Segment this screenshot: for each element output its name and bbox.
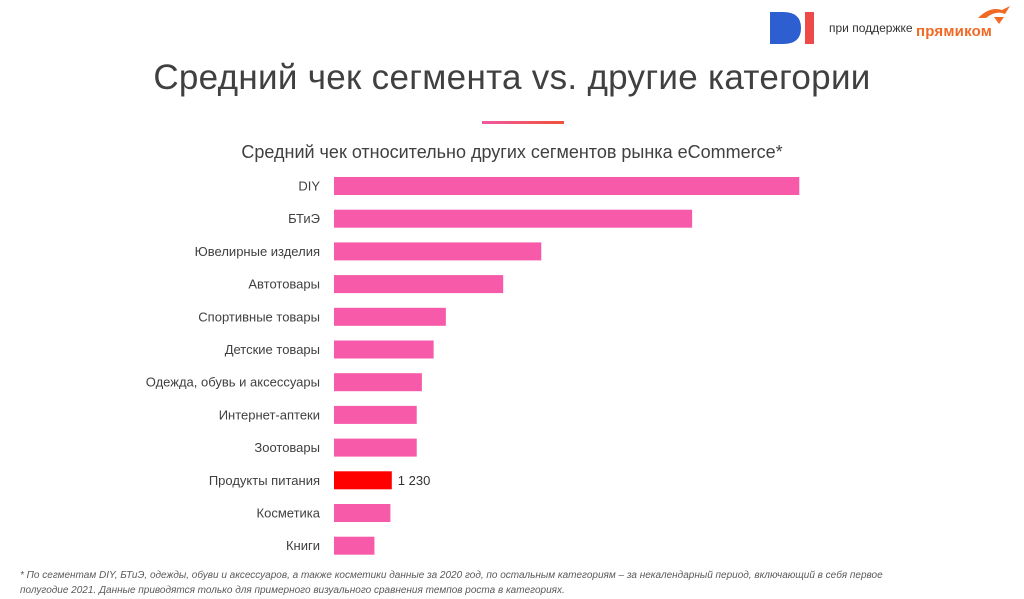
logo-d-shape bbox=[770, 12, 801, 44]
data-label: 1 230 bbox=[398, 473, 431, 488]
category-label: Детские товары bbox=[225, 342, 320, 357]
category-label: DIY bbox=[298, 179, 320, 194]
logo-i-shape bbox=[805, 12, 814, 44]
bar-highlight bbox=[334, 471, 392, 490]
bar-chart: DIY БТиЭ Ювелирные изделия Автотовары Спорти… bbox=[146, 177, 800, 555]
page-title: Средний чек сегмента vs. другие категори… bbox=[153, 58, 871, 97]
chart-title: Средний чек относительно других сегменто… bbox=[241, 142, 783, 162]
support-text: при поддержке bbox=[829, 21, 913, 35]
category-label: Зоотовары bbox=[254, 440, 320, 455]
bar bbox=[334, 405, 417, 424]
category-label: БТиЭ bbox=[288, 211, 320, 226]
bar bbox=[334, 177, 800, 195]
bar bbox=[334, 340, 434, 359]
bar bbox=[334, 242, 542, 261]
partner-logo-mark-icon bbox=[978, 6, 1010, 24]
category-label: Интернет-аптеки bbox=[219, 407, 320, 422]
category-label: Автотовары bbox=[248, 277, 320, 292]
bar bbox=[334, 504, 391, 522]
category-label: Книги bbox=[286, 538, 320, 553]
bar bbox=[334, 536, 375, 555]
category-label: Косметика bbox=[257, 506, 321, 521]
bar bbox=[334, 275, 504, 294]
footnote-line-2: полугодие 2021. Данные приводятся только… bbox=[20, 585, 565, 596]
footnote-line-1: * По сегментам DIY, БТиЭ, одежды, обуви … bbox=[20, 570, 883, 581]
title-underline bbox=[482, 121, 564, 124]
di-logo bbox=[770, 12, 814, 44]
category-label: Одежда, обувь и аксессуары bbox=[146, 375, 320, 390]
bar bbox=[334, 438, 417, 457]
partner-logo-text: прямиком bbox=[916, 23, 993, 40]
partner-logo: прямиком bbox=[916, 4, 1012, 44]
category-label: Ювелирные изделия bbox=[195, 244, 320, 259]
category-label: Продукты питания bbox=[209, 473, 320, 488]
category-label: Спортивные товары bbox=[198, 309, 320, 324]
footnote: * По сегментам DIY, БТиЭ, одежды, обуви … bbox=[20, 568, 1010, 598]
bar bbox=[334, 373, 422, 392]
bar bbox=[334, 209, 693, 228]
bar bbox=[334, 307, 446, 326]
